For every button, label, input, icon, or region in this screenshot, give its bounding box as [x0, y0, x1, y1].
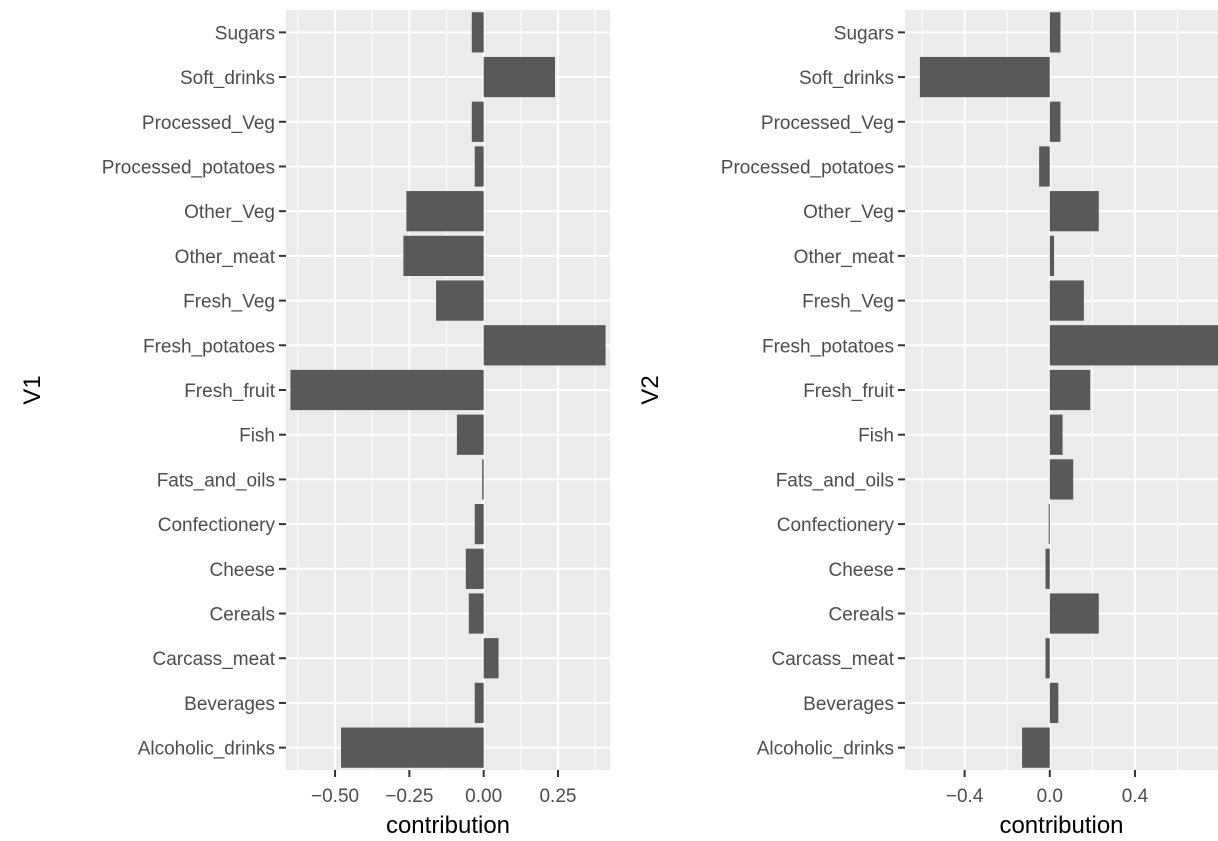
- bar-beverages: [1049, 682, 1059, 724]
- y-tick-label: Other_meat: [175, 247, 276, 268]
- bar-cheese: [1045, 548, 1050, 589]
- x-tick-label: 0.4: [1122, 786, 1149, 807]
- bar-fats-and-oils: [1049, 459, 1074, 500]
- x-axis-title: contribution: [386, 812, 510, 839]
- y-tick-label: Fresh_fruit: [184, 381, 276, 402]
- y-tick-label: Other_Veg: [184, 202, 275, 223]
- bar-cereals: [468, 593, 484, 634]
- bar-processed-veg: [1049, 101, 1061, 142]
- y-tick-label: Other_Veg: [803, 202, 894, 223]
- x-axis-title: contribution: [999, 812, 1123, 839]
- panel-1: Sugars Soft_drinks Processed_Veg Processed_…: [19, 10, 610, 839]
- y-tick-label: Cereals: [829, 605, 894, 626]
- x-tick-label: 0.25: [539, 786, 576, 807]
- y-tick-label: Fresh_potatoes: [762, 336, 894, 357]
- bar-fish: [1049, 414, 1063, 455]
- x-tick-label: −0.25: [385, 786, 433, 807]
- y-tick-label: Sugars: [834, 23, 894, 44]
- y-tick-label: Processed_Veg: [761, 113, 894, 134]
- x-tick-label: 0.0: [1037, 786, 1063, 807]
- y-tick-label: Soft_drinks: [180, 68, 275, 89]
- y-tick-label: Carcass_meat: [153, 649, 276, 670]
- y-tick-label: Other_meat: [794, 247, 895, 268]
- y-tick-label: Beverages: [184, 694, 275, 715]
- y-tick-label: Fresh_Veg: [802, 292, 894, 313]
- y-tick-label: Cheese: [829, 560, 895, 581]
- panel-2: Sugars Soft_drinks Processed_Veg Processed_…: [637, 10, 1218, 839]
- y-tick-label: Confectionery: [777, 515, 895, 536]
- bar-cereals: [1049, 593, 1099, 634]
- y-tick-label: Fresh_Veg: [183, 292, 275, 313]
- bars: [290, 12, 606, 768]
- x-tick-label: −0.50: [311, 786, 359, 807]
- bar-carcass-meat: [483, 638, 499, 679]
- bars: [919, 12, 1218, 768]
- x-tick-label: 0.00: [465, 786, 502, 807]
- y-tick-label: Fresh_potatoes: [143, 336, 275, 357]
- bar-other-veg: [406, 191, 484, 232]
- bar-processed-potatoes: [474, 146, 484, 187]
- y-tick-label: Confectionery: [158, 515, 276, 536]
- bar-other-meat: [403, 235, 484, 276]
- y-tick-label: Processed_potatoes: [721, 157, 894, 178]
- y-tick-label: Sugars: [215, 23, 275, 44]
- y-tick-label: Carcass_meat: [772, 649, 895, 670]
- y-tick-label: Cereals: [210, 605, 275, 626]
- bar-fish: [456, 414, 484, 455]
- y-axis-title: V2: [637, 375, 664, 404]
- y-tick-label: Fresh_fruit: [803, 381, 895, 402]
- bar-sugars: [1049, 12, 1061, 53]
- bar-fresh-potatoes: [1049, 325, 1218, 366]
- y-axis-title: V1: [19, 375, 46, 404]
- y-tick-label: Cheese: [210, 560, 276, 581]
- bar-other-veg: [1049, 191, 1099, 232]
- bar-confectionery: [474, 504, 484, 545]
- bar-fats-and-oils: [482, 459, 484, 500]
- y-tick-label: Fish: [858, 426, 894, 447]
- bar-processed-potatoes: [1039, 146, 1050, 187]
- y-tick-label: Alcoholic_drinks: [138, 739, 275, 760]
- y-tick-label: Soft_drinks: [799, 68, 894, 89]
- bar-soft-drinks: [919, 56, 1050, 98]
- bar-alcoholic-drinks: [340, 727, 484, 768]
- y-tick-label: Processed_potatoes: [102, 157, 275, 178]
- bar-fresh-veg: [436, 280, 484, 321]
- y-tick-label: Fish: [239, 426, 275, 447]
- y-tick-label: Fats_and_oils: [157, 470, 275, 491]
- bar-processed-veg: [471, 101, 484, 142]
- bar-alcoholic-drinks: [1022, 727, 1050, 768]
- y-tick-label: Fats_and_oils: [776, 470, 894, 491]
- bar-sugars: [471, 12, 484, 53]
- x-tick-label: −0.4: [946, 786, 984, 807]
- bar-fresh-fruit: [1049, 369, 1091, 411]
- bar-beverages: [474, 682, 484, 724]
- y-tick-label: Alcoholic_drinks: [757, 739, 894, 760]
- bar-cheese: [465, 548, 484, 589]
- bar-confectionery: [1048, 504, 1050, 545]
- y-tick-label: Beverages: [803, 694, 894, 715]
- y-tick-label: Processed_Veg: [142, 113, 275, 134]
- bar-other-meat: [1049, 235, 1055, 276]
- bar-fresh-potatoes: [483, 325, 606, 366]
- bar-carcass-meat: [1045, 638, 1050, 679]
- bar-fresh-fruit: [290, 369, 484, 411]
- bar-fresh-veg: [1049, 280, 1084, 321]
- bar-soft-drinks: [483, 56, 556, 98]
